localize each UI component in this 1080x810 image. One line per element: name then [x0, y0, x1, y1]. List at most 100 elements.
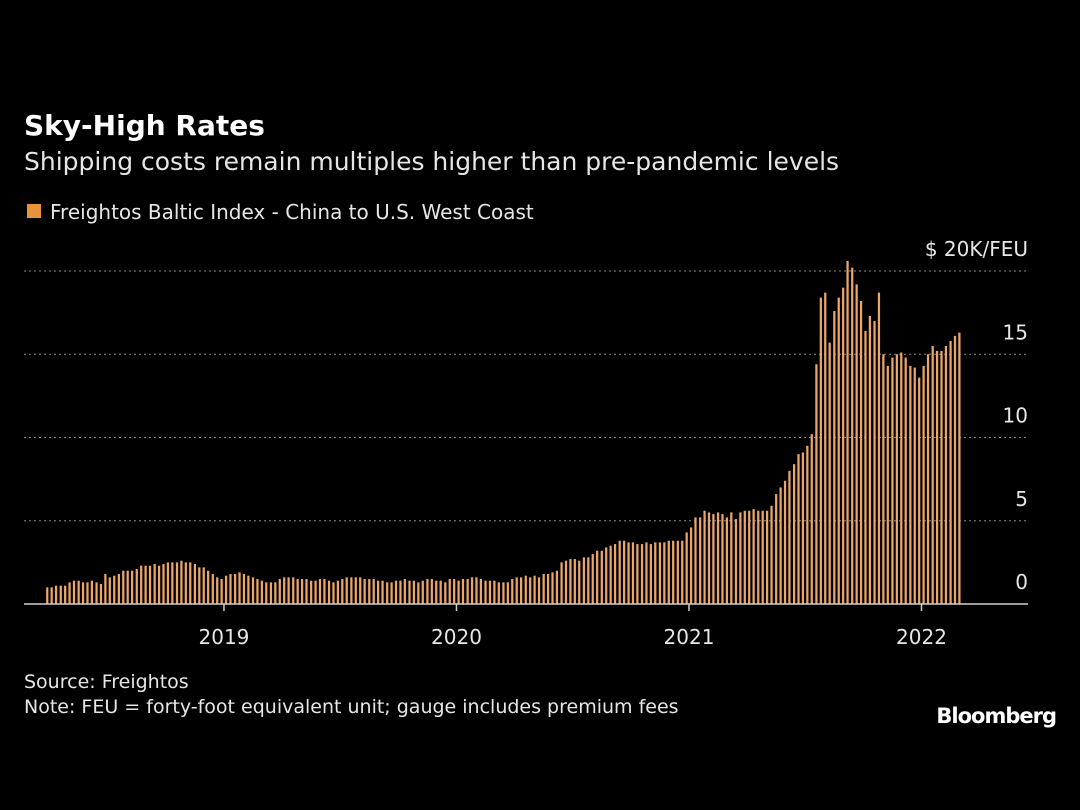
bar	[591, 554, 594, 604]
bar	[457, 580, 460, 604]
bar	[175, 562, 179, 604]
bar	[788, 470, 791, 604]
bar	[654, 542, 657, 604]
bar	[131, 570, 134, 604]
bar	[46, 587, 49, 604]
bar	[408, 580, 411, 604]
bar	[658, 542, 662, 604]
bar	[806, 445, 809, 604]
bar	[327, 580, 331, 604]
bar	[757, 510, 760, 604]
bar	[519, 577, 523, 604]
bar	[551, 572, 554, 604]
bar	[739, 512, 742, 604]
bar	[560, 562, 563, 604]
x-tick-label: 2022	[896, 625, 947, 649]
bar	[95, 582, 98, 604]
bar	[631, 542, 635, 604]
bar	[345, 577, 348, 604]
bar	[99, 584, 103, 604]
bar	[672, 540, 675, 604]
bar	[180, 560, 183, 604]
bar	[846, 261, 849, 604]
bar	[256, 579, 259, 604]
bar	[613, 544, 617, 604]
bar	[502, 582, 505, 604]
bar	[153, 564, 156, 604]
bar	[555, 570, 559, 604]
bar	[399, 580, 402, 604]
bar	[72, 580, 76, 604]
bar	[117, 574, 120, 604]
bar	[372, 579, 375, 604]
bar	[649, 544, 652, 604]
bar	[940, 350, 943, 604]
bar	[439, 580, 442, 604]
bar	[926, 354, 930, 604]
bar	[716, 512, 720, 604]
bar	[891, 357, 894, 604]
bar	[216, 577, 219, 604]
bar	[207, 570, 210, 604]
bar	[171, 562, 174, 604]
bar	[730, 512, 733, 604]
bar	[336, 580, 340, 604]
bar	[193, 564, 197, 604]
bar	[140, 565, 143, 604]
bar	[278, 579, 281, 604]
bar	[922, 365, 925, 604]
bar	[752, 509, 755, 604]
bar	[819, 297, 822, 604]
bar	[68, 582, 71, 604]
bar	[627, 542, 630, 604]
bar	[310, 580, 313, 604]
bar	[497, 582, 500, 604]
bar	[609, 545, 612, 604]
bar	[636, 544, 639, 604]
bar	[546, 574, 550, 604]
source: Source: Freightos	[24, 671, 189, 693]
bar	[135, 569, 138, 604]
bar	[247, 575, 250, 604]
x-tick-label: 2020	[431, 625, 482, 649]
bar	[453, 579, 456, 604]
bar	[386, 582, 389, 604]
bar	[578, 560, 581, 604]
bar	[318, 579, 322, 604]
bar	[953, 335, 957, 604]
bar	[573, 559, 576, 604]
bar	[417, 582, 420, 604]
bar	[202, 567, 205, 604]
bar	[783, 480, 787, 604]
bar	[332, 582, 335, 604]
bar	[792, 464, 796, 604]
bar	[582, 557, 586, 604]
bar	[403, 579, 406, 604]
bar	[287, 577, 290, 604]
x-tick-label: 2019	[199, 625, 250, 649]
bar	[435, 580, 438, 604]
bar	[895, 354, 898, 604]
bar	[944, 345, 948, 604]
bar	[113, 575, 116, 604]
bar	[314, 580, 317, 604]
bar	[224, 575, 228, 604]
bar	[694, 517, 697, 604]
bar	[904, 357, 907, 604]
bar	[126, 570, 129, 604]
bar	[461, 579, 465, 604]
bar	[368, 579, 371, 604]
bar	[421, 580, 424, 604]
bar	[587, 557, 590, 604]
bar	[444, 582, 447, 604]
bar	[734, 519, 738, 604]
bar	[886, 365, 889, 604]
bar	[269, 582, 273, 604]
bar	[488, 580, 492, 604]
y-tick-label: 0	[1015, 570, 1028, 594]
bar	[779, 487, 782, 604]
bar	[466, 579, 469, 604]
bar	[596, 550, 599, 604]
bar	[605, 547, 608, 604]
